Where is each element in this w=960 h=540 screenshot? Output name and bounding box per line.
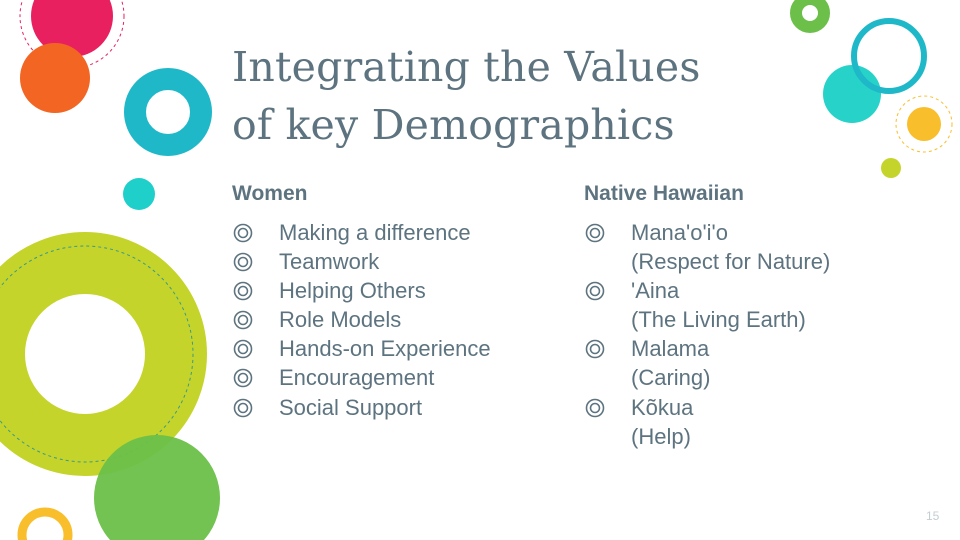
native-hawaiian-column: Native Hawaiian Mana'o'i'o (Respect for N… bbox=[584, 180, 904, 451]
list-item: Mana'o'i'o (Respect for Nature) bbox=[584, 218, 904, 276]
green-small-ring bbox=[790, 0, 830, 33]
teal-ring bbox=[124, 68, 212, 156]
pink-circle bbox=[31, 0, 113, 57]
teal-right-ring bbox=[851, 18, 927, 94]
list-item-translation: (Respect for Nature) bbox=[631, 249, 831, 275]
list-item: Hands-on Experience bbox=[232, 334, 562, 363]
green-circle bbox=[94, 435, 220, 540]
list-item-translation: (The Living Earth) bbox=[631, 307, 806, 333]
list-item-translation: (Caring) bbox=[631, 365, 711, 391]
yellow-dashed-ring bbox=[895, 95, 953, 153]
list-item-term: Mana'o'i'o bbox=[631, 220, 728, 245]
bullet-icon bbox=[233, 398, 253, 417]
bullet-icon bbox=[233, 252, 253, 272]
list-item: Making a difference bbox=[232, 218, 562, 247]
bullet-icon bbox=[233, 223, 253, 243]
list-item-text: Social Support bbox=[279, 394, 423, 420]
lime-dashed-ring bbox=[0, 245, 194, 463]
bullet-icon bbox=[233, 340, 253, 359]
list-item: Malama (Caring) bbox=[584, 334, 904, 392]
list-item: Social Support bbox=[232, 393, 562, 422]
teal-small-circle bbox=[123, 178, 155, 210]
lime-big-ring bbox=[0, 232, 207, 476]
yellow-dot bbox=[907, 107, 941, 141]
list-item: Helping Others bbox=[232, 276, 562, 305]
bullet-icon bbox=[233, 369, 253, 388]
yellow-ring bbox=[17, 507, 73, 540]
bullet-icon bbox=[233, 310, 253, 330]
list-item: 'Aina (The Living Earth) bbox=[584, 276, 904, 334]
women-heading: Women bbox=[232, 182, 308, 205]
list-item-text: Hands-on Experience bbox=[279, 336, 491, 362]
list-item-translation: (Help) bbox=[631, 423, 691, 449]
bullet-icon bbox=[585, 340, 605, 359]
bullet-icon bbox=[585, 398, 605, 417]
title-line-2: of key Demographics bbox=[232, 101, 675, 149]
native-hawaiian-heading: Native Hawaiian bbox=[584, 182, 744, 205]
list-item-text: Helping Others bbox=[279, 278, 426, 304]
list-item: Role Models bbox=[232, 305, 562, 334]
bullet-icon bbox=[585, 281, 605, 301]
bullet-icon bbox=[585, 223, 605, 243]
native-hawaiian-list: Mana'o'i'o (Respect for Nature) 'Aina (The… bbox=[584, 218, 904, 451]
list-item-term: 'Aina bbox=[631, 278, 680, 304]
lime-small-dot bbox=[881, 158, 901, 178]
list-item: Kõkua (Help) bbox=[584, 393, 904, 451]
list-item-text: Role Models bbox=[279, 307, 402, 333]
bullet-icon bbox=[233, 281, 253, 301]
list-item-text: Making a difference bbox=[279, 220, 471, 245]
list-item-term: Kõkua bbox=[631, 394, 694, 420]
orange-circle bbox=[20, 43, 90, 113]
title-line-1: Integrating the Values bbox=[232, 43, 701, 91]
list-item: Encouragement bbox=[232, 363, 562, 392]
list-item-term: Malama bbox=[631, 336, 710, 362]
slide-title: Integrating the Values of key Demographi… bbox=[232, 38, 872, 154]
list-item-text: Encouragement bbox=[279, 365, 435, 391]
page-number: 15 bbox=[926, 509, 940, 523]
list-item-text: Teamwork bbox=[279, 249, 380, 275]
women-column: Women Making a difference Teamwork Helpi… bbox=[232, 180, 562, 422]
women-list: Making a difference Teamwork Helping Oth… bbox=[232, 218, 562, 422]
pink-dashed-ring bbox=[19, 0, 125, 69]
list-item: Teamwork bbox=[232, 247, 562, 276]
